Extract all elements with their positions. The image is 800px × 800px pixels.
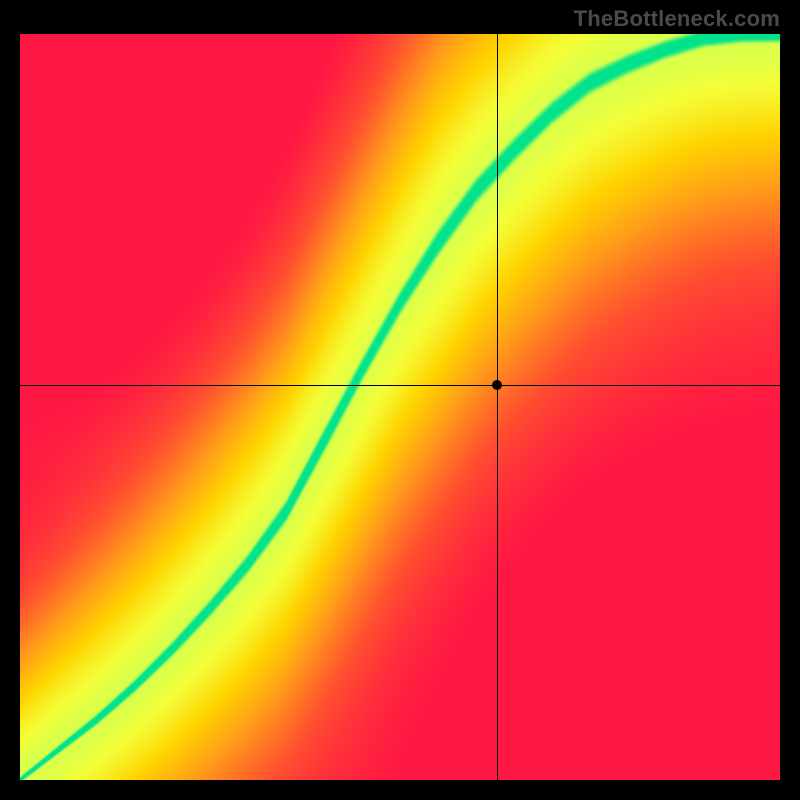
plot-area bbox=[20, 34, 780, 780]
heatmap-canvas bbox=[20, 34, 780, 780]
figure-root: TheBottleneck.com bbox=[0, 0, 800, 800]
watermark-text: TheBottleneck.com bbox=[574, 6, 780, 32]
